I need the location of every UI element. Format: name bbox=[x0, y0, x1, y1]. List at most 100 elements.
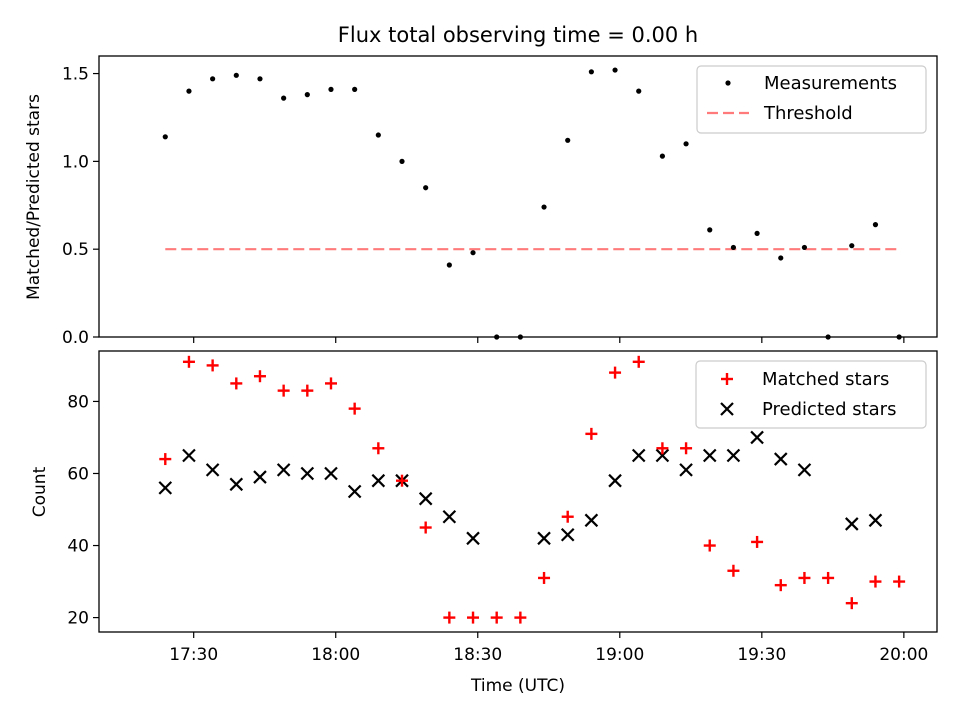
predicted-star-stroke bbox=[418, 491, 433, 506]
bottom-x-ticks: 17:30 18:00 18:30 19:00 19:30 20:00 bbox=[169, 632, 928, 665]
predicted-star-stroke bbox=[560, 527, 575, 542]
ratio-panel: Flux total observing time = 0.00 h Match… bbox=[24, 23, 938, 348]
matched-star-point bbox=[869, 575, 882, 588]
bottom-x-tick-label: 18:30 bbox=[453, 645, 502, 665]
predicted-star-stroke bbox=[324, 466, 338, 481]
matched-star-point bbox=[798, 571, 811, 584]
legend-measurements-label: Measurements bbox=[764, 73, 897, 94]
measurement-point bbox=[186, 88, 192, 94]
predicted-star-point bbox=[253, 470, 267, 484]
predicted-star-point bbox=[560, 527, 575, 542]
predicted-star-point bbox=[466, 531, 480, 546]
legend-matched-label: Matched stars bbox=[762, 369, 889, 390]
count-points bbox=[158, 355, 906, 624]
predicted-star-point bbox=[702, 448, 717, 463]
top-legend-box bbox=[696, 65, 927, 134]
predicted-star-point bbox=[631, 448, 646, 463]
bottom-legend-box bbox=[695, 360, 927, 429]
bottom-y-tick-label: 20 bbox=[67, 609, 89, 629]
matched-star-point bbox=[277, 384, 290, 397]
predicted-star-stroke bbox=[584, 513, 599, 528]
matched-star-point bbox=[893, 575, 906, 588]
legend-predicted-marker bbox=[720, 402, 734, 416]
measurement-point bbox=[162, 134, 168, 140]
matched-star-point bbox=[301, 384, 314, 397]
matched-star-point bbox=[561, 510, 574, 523]
predicted-star-stroke bbox=[300, 466, 315, 481]
predicted-star-point bbox=[418, 491, 433, 506]
predicted-star-point bbox=[584, 513, 599, 528]
measurement-point bbox=[541, 204, 547, 210]
predicted-star-point bbox=[537, 531, 551, 546]
matched-star-point bbox=[751, 535, 764, 548]
bottom-x-tick-label: 19:00 bbox=[595, 645, 644, 665]
matched-star-point bbox=[632, 355, 645, 368]
matched-star-point bbox=[585, 427, 598, 440]
predicted-star-point bbox=[773, 452, 788, 466]
matched-star-point bbox=[656, 442, 669, 455]
matched-star-point bbox=[703, 539, 716, 552]
predicted-star-stroke bbox=[845, 517, 859, 531]
predicted-star-point bbox=[442, 509, 457, 524]
bottom-x-tick-label: 19:30 bbox=[737, 645, 786, 665]
matched-star-point bbox=[372, 442, 385, 455]
measurement-point bbox=[707, 227, 713, 233]
bottom-y-tick-label: 40 bbox=[67, 537, 89, 557]
bottom-x-tick-label: 18:00 bbox=[311, 645, 360, 665]
predicted-star-point bbox=[845, 517, 859, 531]
matched-star-point bbox=[324, 377, 337, 390]
measurement-points bbox=[162, 67, 902, 340]
measurement-point bbox=[636, 88, 642, 94]
predicted-star-point bbox=[205, 463, 220, 477]
top-y-axis-label: Matched/Predicted stars bbox=[24, 94, 44, 300]
predicted-star-stroke bbox=[655, 448, 670, 463]
predicted-star-stroke bbox=[679, 463, 693, 477]
predicted-star-stroke bbox=[158, 481, 173, 495]
predicted-star-stroke bbox=[726, 448, 741, 463]
legend-matched-marker bbox=[721, 373, 733, 385]
matched-star-point bbox=[348, 402, 361, 415]
measurement-point bbox=[778, 255, 784, 261]
predicted-star-point bbox=[324, 466, 338, 481]
top-x-ticks bbox=[193, 337, 905, 343]
matched-star-point bbox=[443, 611, 456, 624]
top-y-tick-label: 0.5 bbox=[62, 240, 89, 260]
measurement-point bbox=[210, 76, 216, 82]
predicted-star-point bbox=[655, 448, 670, 463]
legend-threshold-label: Threshold bbox=[763, 103, 853, 124]
top-y-ticks: 0.0 0.5 1.0 1.5 bbox=[62, 65, 99, 348]
matched-star-point bbox=[396, 474, 409, 487]
bottom-x-tick-label: 17:30 bbox=[169, 645, 218, 665]
measurement-point bbox=[281, 95, 287, 101]
predicted-star-stroke bbox=[702, 448, 717, 463]
measurement-point bbox=[257, 76, 263, 82]
predicted-star-stroke bbox=[868, 513, 883, 528]
measurement-point bbox=[233, 72, 239, 78]
top-y-tick-label: 1.0 bbox=[62, 152, 89, 172]
matched-star-point bbox=[845, 597, 858, 610]
measurement-point bbox=[352, 86, 358, 92]
matched-star-point bbox=[680, 442, 693, 455]
bottom-y-tick-label: 80 bbox=[67, 392, 89, 412]
predicted-star-stroke bbox=[608, 473, 622, 488]
bottom-x-tick-label: 20:00 bbox=[879, 645, 928, 665]
legend-predicted-label: Predicted stars bbox=[762, 399, 896, 420]
matched-star-point bbox=[727, 564, 740, 577]
predicted-star-stroke bbox=[797, 463, 812, 477]
x-axis-label: Time (UTC) bbox=[470, 676, 565, 696]
measurement-point bbox=[565, 137, 571, 143]
matched-star-point bbox=[230, 377, 243, 390]
predicted-star-stroke bbox=[442, 509, 457, 524]
predicted-star-stroke bbox=[276, 463, 291, 477]
predicted-star-point bbox=[750, 430, 764, 445]
predicted-star-point bbox=[868, 513, 883, 528]
predicted-star-point bbox=[797, 463, 812, 477]
measurement-point bbox=[328, 86, 334, 92]
measurement-point bbox=[375, 132, 381, 138]
predicted-star-stroke bbox=[205, 463, 220, 477]
predicted-star-stroke bbox=[773, 452, 788, 466]
predicted-star-point bbox=[347, 484, 362, 499]
predicted-star-point bbox=[182, 448, 196, 463]
predicted-star-point bbox=[158, 481, 173, 495]
